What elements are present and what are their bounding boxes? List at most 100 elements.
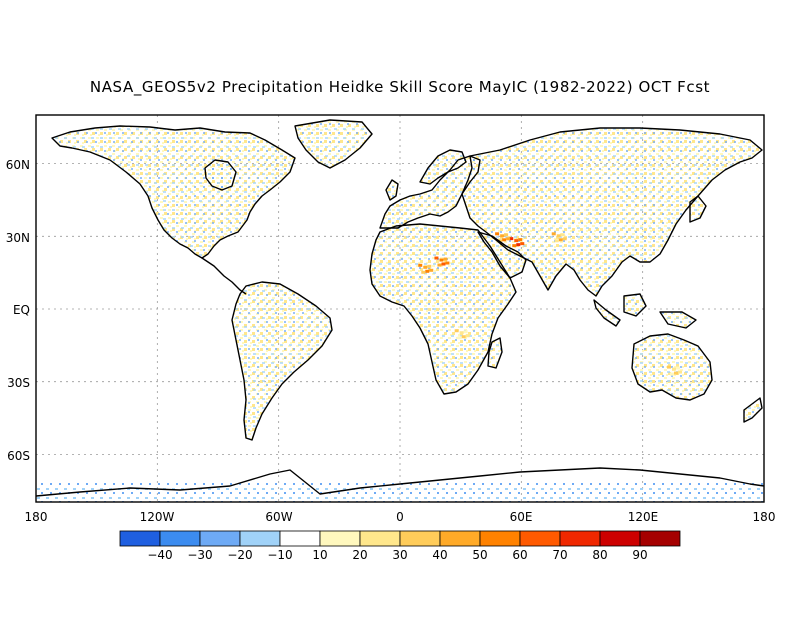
hotspot-cell <box>439 258 444 262</box>
land-field-fill <box>205 160 236 190</box>
hotspot-cell <box>429 268 434 272</box>
hotspot-cell <box>457 336 462 340</box>
lon-label-60e: 60E <box>510 510 533 524</box>
hotspot-cell <box>518 238 523 242</box>
longitude-labels: 180 120W 60W 0 60E 120E 180 <box>25 510 776 524</box>
colorbar-label: −40 <box>147 548 172 562</box>
lat-label-30s: 30S <box>7 376 30 390</box>
land-field-fill <box>594 300 620 326</box>
colorbar-box <box>239 530 281 547</box>
hotspot-cell <box>463 330 468 334</box>
hotspot-cell <box>560 233 565 237</box>
coast-europe <box>379 155 481 229</box>
lat-label-30n: 30N <box>6 231 30 245</box>
land-field-fill <box>295 120 372 168</box>
coast-south-america <box>231 281 333 441</box>
colorbar-label: −20 <box>227 548 252 562</box>
antarctica-field-fill <box>36 482 764 502</box>
hotspot-cell <box>421 270 426 274</box>
hotspot-cell <box>498 239 503 243</box>
hotspot-cell <box>461 335 466 339</box>
hotspot-cell <box>418 263 423 267</box>
hotspot-cell <box>670 372 674 376</box>
lon-label-120w: 120W <box>140 510 175 524</box>
hotspot-cell <box>674 371 678 375</box>
colorbar-label: −30 <box>187 548 212 562</box>
hotspot-cell <box>502 238 507 242</box>
colorbar-label: 30 <box>392 548 407 562</box>
colorbar-label: 20 <box>352 548 367 562</box>
hotspot-cell <box>514 239 519 243</box>
colorbar-label: 70 <box>552 548 567 562</box>
lon-label-180w: 180 <box>25 510 48 524</box>
hotspot-cell <box>425 269 430 273</box>
coast-britain <box>385 179 399 201</box>
hotspot-cell <box>441 262 446 266</box>
hotspot-cell <box>427 264 432 268</box>
coast-antarctica <box>36 467 764 497</box>
hotspot-cell <box>551 232 556 236</box>
colorbar-box <box>359 530 401 547</box>
hotspot-cell <box>554 239 559 243</box>
hotspot-cell <box>454 329 459 333</box>
hotspot-cell <box>504 233 509 237</box>
coast-north-america <box>51 125 296 259</box>
colorbar-box <box>519 530 561 547</box>
hotspot-cell <box>423 265 428 269</box>
colorbar-label: 40 <box>432 548 447 562</box>
hotspot-cell <box>500 234 505 238</box>
coast-australia <box>631 333 713 401</box>
map-title: NASA_GEOS5v2 Precipitation Heidke Skill … <box>89 78 711 96</box>
land-field-fill <box>380 156 480 228</box>
map-frame <box>35 114 765 503</box>
colorbar-box <box>199 530 241 547</box>
lat-label-eq: EQ <box>13 303 30 317</box>
hotspot-cell <box>459 331 464 335</box>
land-field-fill <box>632 334 712 400</box>
coast-new-zealand <box>743 397 763 423</box>
hotspot-cell <box>509 237 514 241</box>
coast-japan <box>689 195 707 223</box>
colorbar-box <box>279 530 321 547</box>
hotspot-cell <box>672 367 676 371</box>
land-field-fill <box>370 224 516 394</box>
land-field-fill <box>232 282 332 440</box>
hotspot-cell <box>506 237 511 241</box>
coast-africa <box>369 223 517 395</box>
hotspot-cell <box>558 238 563 242</box>
colorbar-label: 60 <box>512 548 527 562</box>
hotspot-cell <box>443 257 448 261</box>
hotspot-cell <box>562 237 567 241</box>
lon-label-0: 0 <box>396 510 404 524</box>
land-field-fill <box>690 196 706 222</box>
colorbar-labels: −40 −30 −20 −10 10 20 30 40 50 60 70 80 90 <box>147 548 647 562</box>
hotspot-cell <box>516 243 521 247</box>
colorbar-label: 10 <box>312 548 327 562</box>
colorbar-label: 90 <box>632 548 647 562</box>
latitude-labels: 60N 30N EQ 30S 60S <box>6 158 30 463</box>
land-field-fill <box>420 150 466 184</box>
coast-madagascar <box>487 337 503 369</box>
lon-label-60w: 60W <box>265 510 292 524</box>
hotspot-cell <box>434 256 439 260</box>
colorbar-label: 80 <box>592 548 607 562</box>
colorbar-box <box>119 530 161 547</box>
skill-score-field <box>36 120 764 502</box>
colorbar-box <box>439 530 481 547</box>
coast-arabia <box>477 231 527 279</box>
coast-sumatra <box>593 299 621 327</box>
colorbar-box <box>399 530 441 547</box>
coast-greenland <box>294 119 373 169</box>
colorbar-box <box>639 530 681 547</box>
lat-label-60s: 60S <box>7 449 30 463</box>
colorbar-box <box>599 530 641 547</box>
land-field-fill <box>478 232 526 278</box>
hotspot-cell <box>676 366 680 370</box>
hotspot-cell <box>556 234 561 238</box>
colorbar-box <box>319 530 361 547</box>
coastlines <box>36 119 764 497</box>
colorbar <box>119 530 681 547</box>
colorbar-label: −10 <box>267 548 292 562</box>
lon-label-180e: 180 <box>753 510 776 524</box>
